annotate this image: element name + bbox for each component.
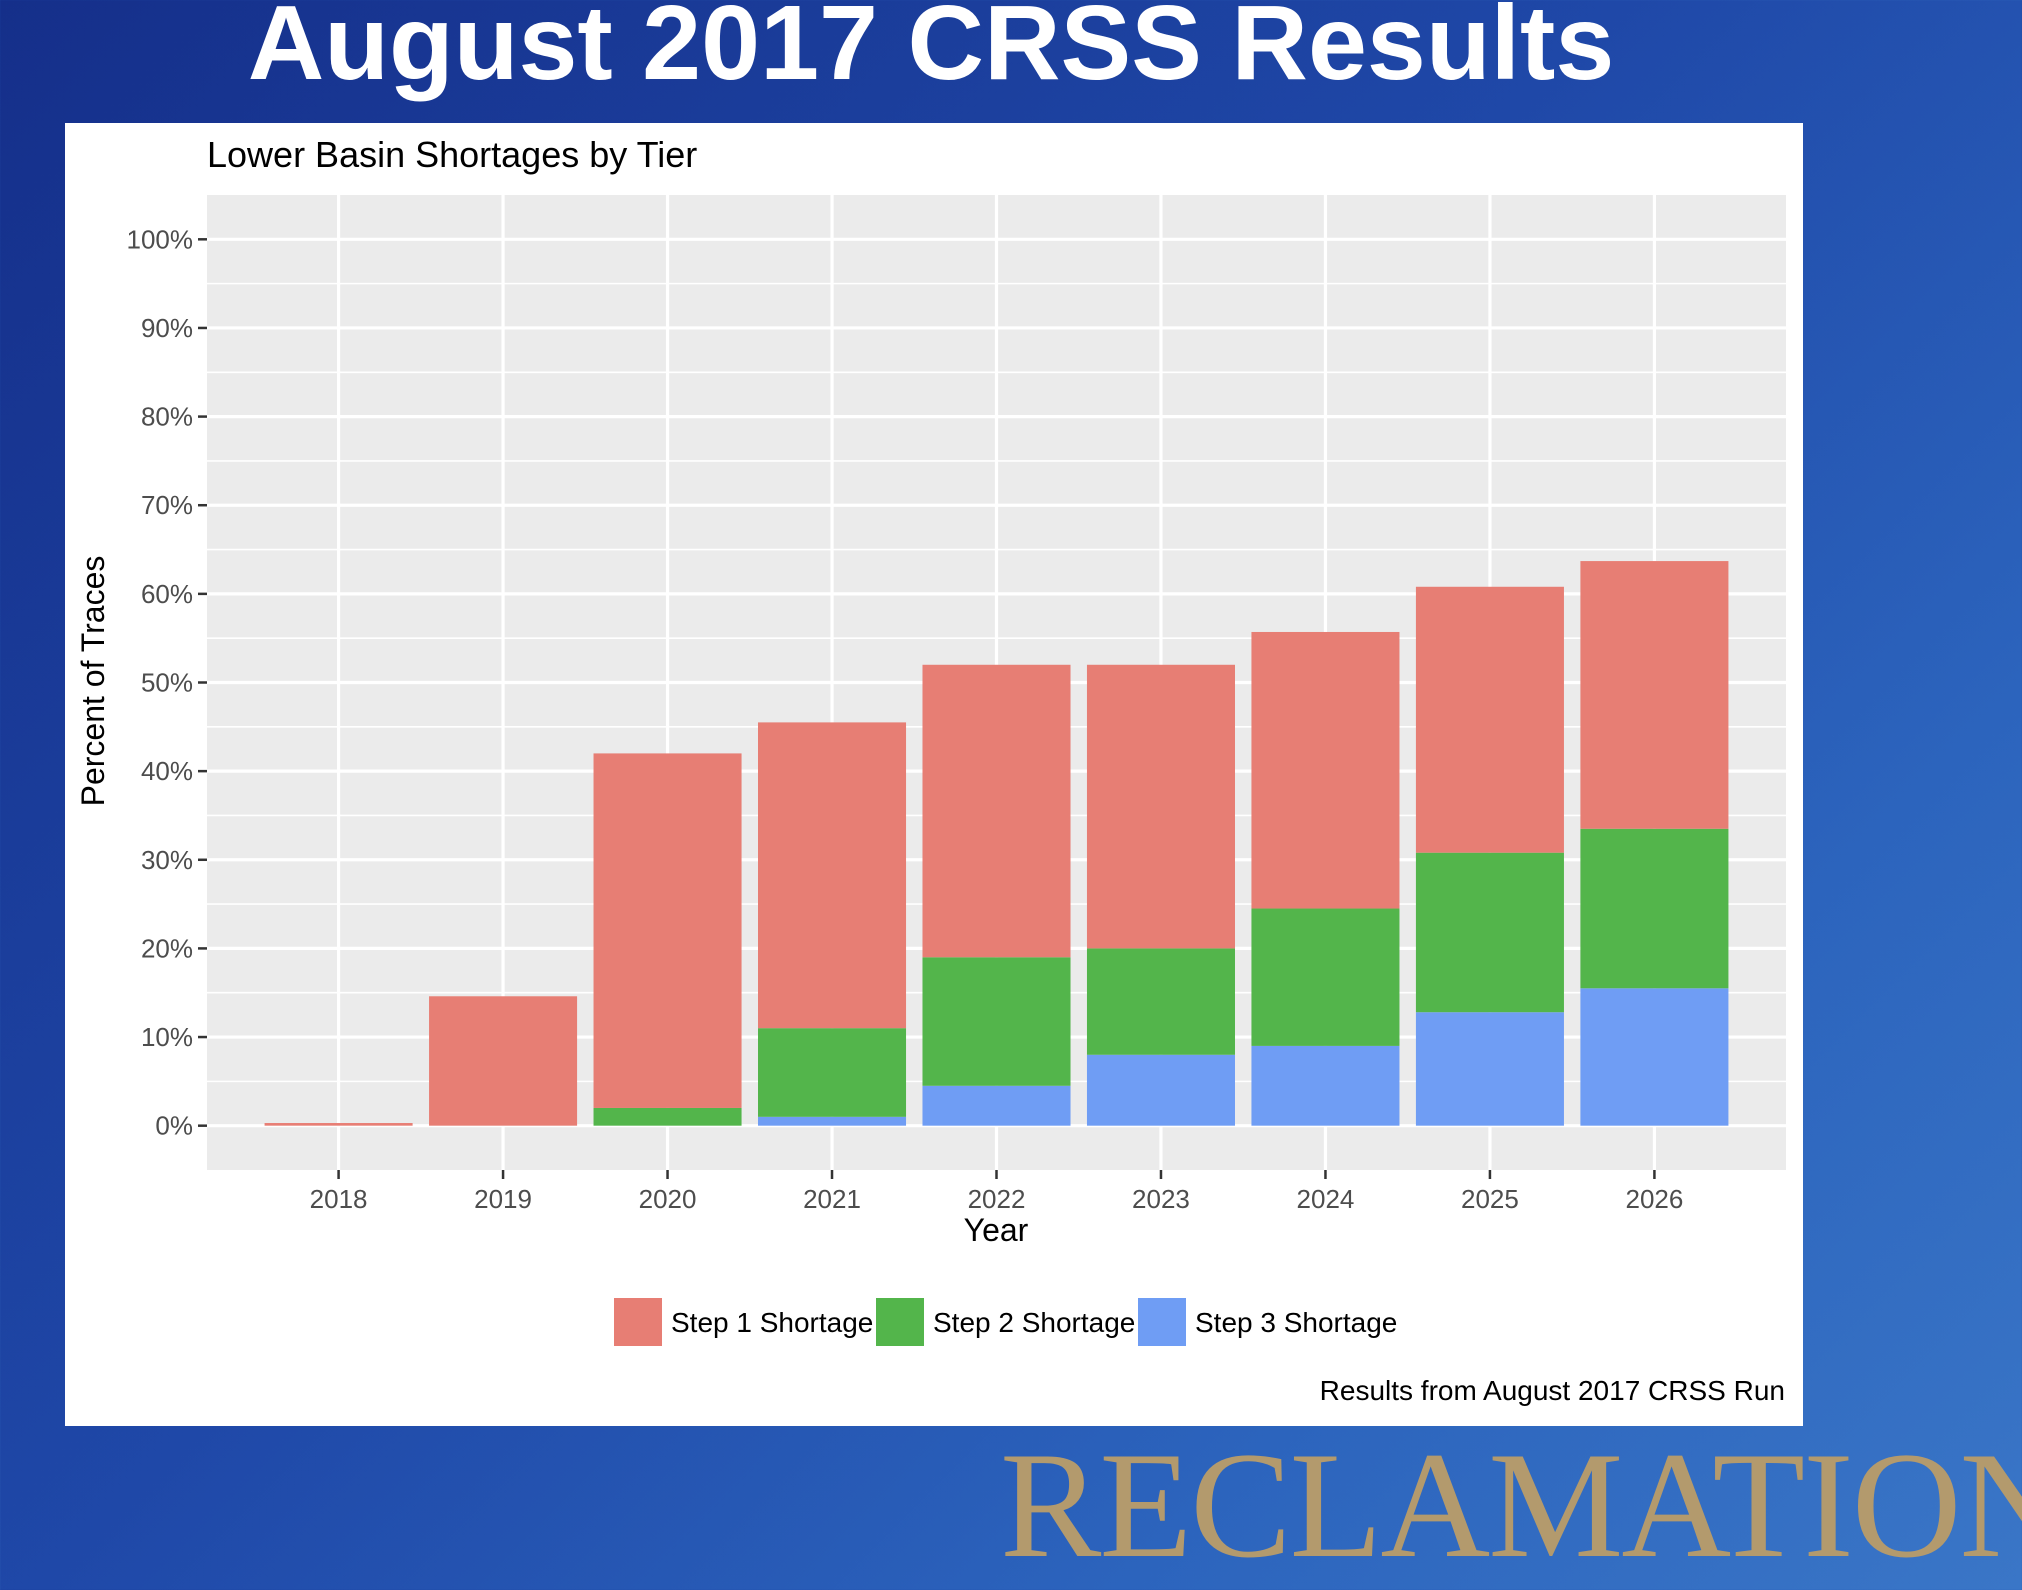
stacked-bar-chart: Lower Basin Shortages by Tier 0% 10% 20% 30… (75, 134, 1786, 1406)
bar-segment-step-2-shortage-2024 (1251, 908, 1400, 1046)
bar-segment-step-2-shortage-2026 (1580, 828, 1729, 989)
legend-swatch-step-2-shortage (876, 1298, 924, 1346)
bar-segment-step-1-shortage-2022 (922, 664, 1071, 958)
y-tick-label: 90% (141, 313, 193, 343)
y-tick-label: 0% (155, 1111, 193, 1141)
bar-segment-step-3-shortage-2025 (1415, 1012, 1564, 1126)
bar-segment-step-3-shortage-2021 (758, 1116, 907, 1126)
bar-segment-step-1-shortage-2024 (1251, 631, 1400, 909)
bar-segment-step-3-shortage-2023 (1086, 1054, 1235, 1126)
bar-segment-step-2-shortage-2023 (1086, 948, 1235, 1055)
bar-segment-step-3-shortage-2022 (922, 1085, 1071, 1126)
x-tick-label: 2023 (1132, 1184, 1190, 1214)
y-tick-label: 20% (141, 933, 193, 963)
bar-segment-step-1-shortage-2025 (1415, 586, 1564, 853)
bar-segment-step-1-shortage-2018 (264, 1123, 413, 1126)
y-tick-label: 30% (141, 845, 193, 875)
bar-segment-step-3-shortage-2026 (1580, 988, 1729, 1126)
slide-title: August 2017 CRSS Results (247, 0, 1615, 102)
legend-label: Step 3 Shortage (1195, 1307, 1397, 1338)
x-tick-label: 2022 (968, 1184, 1026, 1214)
y-tick-label: 100% (127, 224, 194, 254)
y-tick-label: 70% (141, 490, 193, 520)
x-tick-label: 2025 (1461, 1184, 1519, 1214)
x-tick-label: 2026 (1625, 1184, 1683, 1214)
bar-segment-step-2-shortage-2022 (922, 957, 1071, 1086)
x-tick-label: 2019 (474, 1184, 532, 1214)
x-tick-label: 2020 (639, 1184, 697, 1214)
bar-segment-step-1-shortage-2019 (429, 996, 578, 1126)
y-tick-label: 40% (141, 756, 193, 786)
legend-label: Step 1 Shortage (671, 1307, 873, 1338)
y-tick-label: 80% (141, 402, 193, 432)
y-axis-title: Percent of Traces (75, 556, 111, 807)
legend-swatch-step-3-shortage (1138, 1298, 1186, 1346)
bar-segment-step-3-shortage-2024 (1251, 1045, 1400, 1126)
chart-caption: Results from August 2017 CRSS Run (1320, 1375, 1785, 1406)
x-axis-title: Year (964, 1212, 1029, 1248)
legend: Step 1 Shortage Step 2 Shortage Step 3 Sho… (614, 1298, 1397, 1346)
y-tick-label: 50% (141, 668, 193, 698)
y-tick-label: 60% (141, 579, 193, 609)
bar-segment-step-1-shortage-2020 (593, 753, 742, 1108)
bar-segment-step-1-shortage-2021 (758, 722, 907, 1029)
x-tick-label: 2024 (1297, 1184, 1355, 1214)
bar-segment-step-2-shortage-2025 (1415, 852, 1564, 1013)
bar-segment-step-1-shortage-2026 (1580, 561, 1729, 829)
chart-title: Lower Basin Shortages by Tier (207, 134, 697, 175)
reclamation-logo-text: RECLAMATION (1000, 1421, 2022, 1589)
legend-label: Step 2 Shortage (933, 1307, 1135, 1338)
bar-segment-step-2-shortage-2020 (593, 1107, 742, 1126)
bar-segment-step-1-shortage-2023 (1086, 664, 1235, 949)
bar-segment-step-2-shortage-2021 (758, 1028, 907, 1117)
y-tick-label: 10% (141, 1022, 193, 1052)
chart-panel: Lower Basin Shortages by Tier 0% 10% 20% 30… (65, 123, 1803, 1426)
x-tick-label: 2018 (310, 1184, 368, 1214)
x-tick-label: 2021 (803, 1184, 861, 1214)
legend-swatch-step-1-shortage (614, 1298, 662, 1346)
